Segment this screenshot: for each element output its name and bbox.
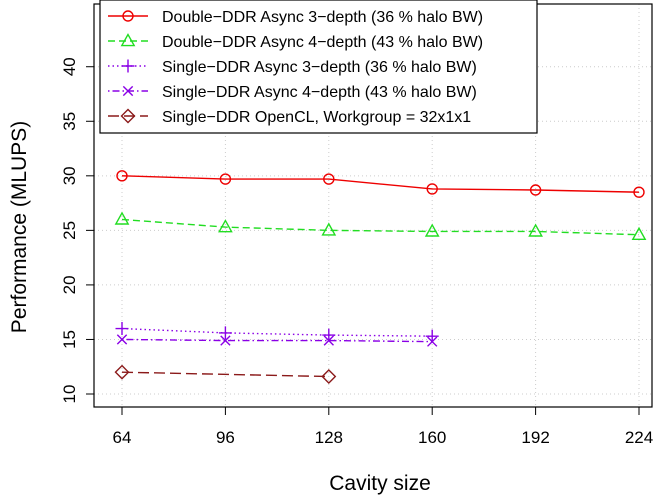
data-point [424, 223, 440, 237]
y-axis-label: Performance (MLUPS) [8, 121, 31, 333]
x-tick-label: 96 [216, 428, 235, 447]
x-tick-label: 192 [521, 428, 549, 447]
series-layer [114, 170, 647, 385]
legend-marker [122, 10, 134, 22]
legend-entry: Double−DDR Async 4−depth (43 % halo BW) [108, 33, 483, 51]
data-point [427, 336, 438, 347]
series-1 [116, 170, 645, 198]
y-tick-label: 10 [60, 385, 79, 404]
data-point [323, 173, 335, 185]
legend-label: Single−DDR OpenCL, Workgroup = 32x1x1 [162, 109, 471, 126]
data-point [321, 222, 337, 236]
y-tick-label: 30 [60, 166, 79, 185]
series-line [121, 338, 433, 343]
data-point [218, 326, 232, 340]
legend-marker [120, 108, 136, 124]
legend-entry: Single−DDR Async 3−depth (36 % halo BW) [108, 59, 477, 76]
series-5 [114, 364, 337, 385]
legend-label: Double−DDR Async 3−depth (36 % halo BW) [162, 9, 483, 26]
data-point [116, 334, 128, 345]
legend-entry: Double−DDR Async 3−depth (36 % halo BW) [108, 9, 483, 26]
legend: Double−DDR Async 3−depth (36 % halo BW) D… [99, 0, 538, 134]
data-point [633, 186, 645, 198]
series-line [121, 327, 433, 337]
y-tick-label: 25 [60, 221, 79, 240]
x-tick-label: 160 [418, 428, 446, 447]
series-line [121, 218, 640, 236]
x-tick-label: 128 [315, 428, 343, 447]
series-4 [116, 334, 438, 347]
series-3 [115, 322, 439, 343]
y-tick-label: 20 [60, 275, 79, 294]
data-point [321, 369, 337, 385]
series-2 [114, 211, 647, 240]
data-point [322, 328, 336, 342]
data-point [115, 322, 129, 336]
data-point [219, 173, 232, 185]
legend-entry: Single−DDR OpenCL, Workgroup = 32x1x1 [108, 108, 471, 126]
series-line [121, 371, 329, 378]
x-axis: 64 96 128 160 192 224 [113, 407, 653, 447]
data-point [116, 170, 128, 182]
legend-entry: Single−DDR Async 4−depth (43 % halo BW) [108, 84, 477, 101]
legend-marker [121, 59, 135, 73]
legend-label: Double−DDR Async 4−depth (43 % halo BW) [162, 34, 483, 51]
data-point [114, 364, 130, 380]
data-point [323, 335, 334, 346]
y-tick-label: 40 [60, 57, 79, 76]
legend-marker [120, 33, 136, 47]
data-point [220, 335, 231, 346]
x-tick-label: 64 [113, 428, 132, 447]
legend-marker [122, 85, 134, 97]
legend-box [99, 0, 538, 134]
data-point [218, 219, 233, 233]
x-axis-label: Cavity size [329, 472, 431, 495]
data-point [114, 211, 130, 225]
data-point [426, 183, 438, 195]
y-tick-label: 35 [60, 112, 79, 131]
series-line [121, 175, 640, 193]
data-point [425, 329, 439, 343]
data-point [529, 184, 542, 196]
legend-label: Single−DDR Async 4−depth (43 % halo BW) [162, 84, 477, 101]
data-point [528, 223, 543, 237]
legend-label: Single−DDR Async 3−depth (36 % halo BW) [162, 59, 477, 76]
y-tick-label: 15 [60, 330, 79, 349]
data-point [631, 226, 647, 240]
x-tick-label: 224 [625, 428, 653, 447]
y-axis: 10 15 20 25 30 35 40 [60, 57, 94, 403]
